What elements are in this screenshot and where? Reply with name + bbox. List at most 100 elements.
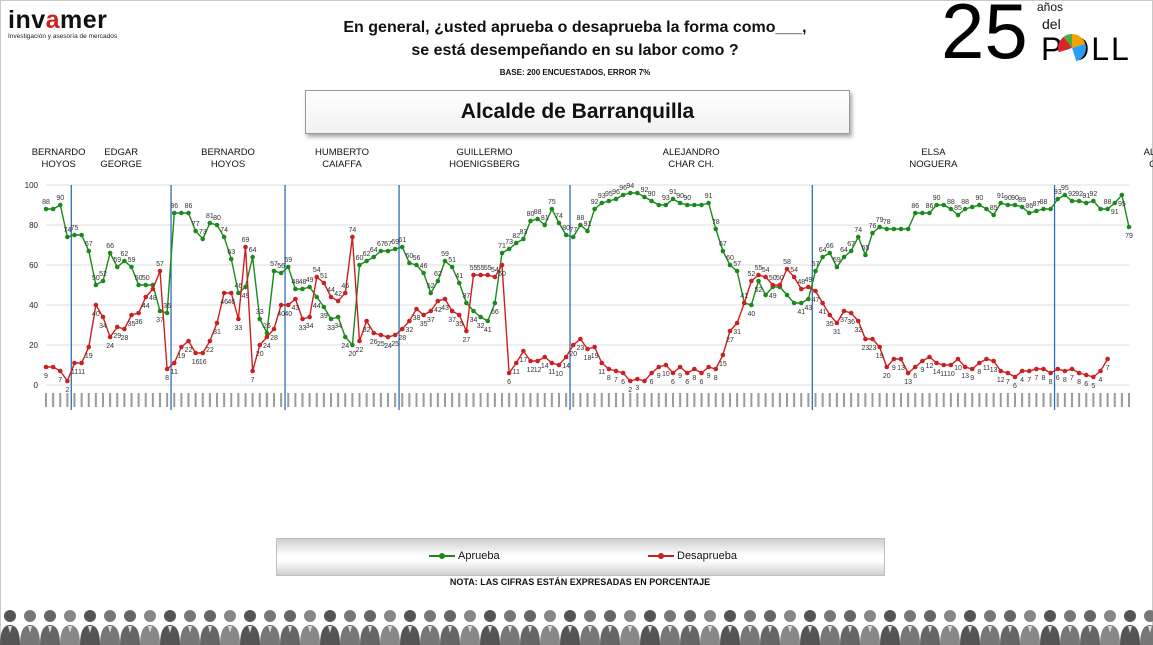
data-label: 69: [242, 237, 250, 244]
data-label: 88: [42, 199, 50, 206]
data-label: 55: [477, 265, 485, 272]
disapprove-point: [649, 370, 654, 376]
disapprove-point: [143, 294, 149, 300]
approve-point: [428, 290, 434, 296]
data-label: 42: [434, 307, 442, 314]
disapprove-point: [905, 370, 911, 376]
x-tick: [1042, 393, 1045, 407]
data-label: 86: [170, 203, 178, 210]
disapprove-point: [770, 282, 776, 288]
period-name: ELSA: [921, 147, 946, 158]
data-label: 40: [747, 311, 755, 318]
data-label: 11: [78, 369, 85, 376]
approve-point: [542, 222, 548, 228]
data-label: 12: [997, 377, 1005, 384]
x-tick: [273, 393, 275, 407]
x-tick: [173, 393, 176, 407]
x-tick: [850, 393, 853, 407]
data-label: 19: [876, 353, 884, 360]
approve-point: [385, 248, 391, 254]
x-tick: [821, 393, 824, 407]
data-label: 13: [897, 365, 905, 372]
x-tick: [258, 393, 261, 407]
approve-point: [193, 228, 198, 234]
approve-point: [756, 278, 761, 284]
x-tick: [444, 393, 446, 407]
approve-point: [43, 206, 49, 212]
person-icon: [1080, 610, 1100, 645]
x-tick: [294, 393, 297, 407]
data-label: 19: [177, 353, 185, 360]
x-tick: [522, 393, 525, 407]
data-label: 93: [1054, 189, 1062, 196]
data-label: 64: [840, 247, 848, 254]
data-label: 90: [683, 195, 691, 202]
disapprove-point: [164, 366, 170, 372]
approve-point: [243, 284, 248, 290]
approve-point: [200, 236, 206, 242]
disapprove-point: [428, 308, 434, 314]
disapprove-point: [1041, 366, 1046, 372]
data-label: 10: [555, 371, 563, 378]
x-tick: [130, 393, 133, 407]
data-label: 88: [576, 215, 584, 222]
disapprove-point: [371, 330, 377, 336]
data-label: 7: [614, 377, 618, 384]
x-tick: [358, 393, 361, 407]
x-tick: [479, 393, 482, 407]
data-label: 91: [705, 193, 713, 200]
disapprove-point: [542, 354, 548, 360]
disapprove-point: [464, 328, 469, 334]
disapprove-point: [713, 366, 719, 372]
x-tick: [1035, 393, 1038, 407]
disapprove-point: [934, 360, 939, 366]
data-label: 51: [320, 273, 328, 280]
approve-point: [677, 200, 683, 206]
x-tick: [337, 393, 340, 407]
person-icon: [880, 610, 900, 645]
disapprove-point: [93, 302, 99, 308]
disapprove-point: [278, 302, 284, 308]
data-label: 92: [1089, 191, 1097, 198]
disapprove-point: [549, 360, 555, 366]
data-label: 86: [926, 203, 934, 210]
data-label: 6: [621, 379, 625, 386]
x-tick: [94, 393, 97, 407]
data-label: 14: [541, 363, 549, 370]
x-tick: [315, 393, 318, 407]
data-label: 6: [913, 373, 917, 380]
x-tick: [180, 393, 183, 407]
x-tick: [287, 393, 290, 407]
x-tick: [529, 393, 532, 407]
approve-point: [456, 280, 462, 286]
approve-point: [884, 226, 890, 232]
disapprove-point: [677, 364, 683, 370]
data-label: 91: [669, 189, 677, 196]
disapprove-point: [357, 338, 362, 344]
disapprove-point: [321, 280, 327, 286]
x-tick: [572, 393, 575, 407]
approve-point: [806, 296, 811, 302]
data-label: 9: [657, 373, 661, 380]
data-label: 27: [462, 337, 470, 344]
data-label: 6: [1013, 383, 1017, 390]
data-label: 76: [869, 223, 877, 230]
approve-point: [863, 252, 868, 258]
approve-point: [635, 190, 640, 196]
disapprove-point: [613, 368, 619, 374]
approve-point: [72, 232, 77, 238]
data-label: 40: [92, 311, 100, 318]
data-label: 67: [719, 241, 727, 248]
person-icon: [680, 610, 700, 645]
disapprove-point: [513, 360, 519, 366]
data-label: 6: [700, 379, 704, 386]
disapprove-point: [435, 298, 441, 304]
x-tick: [878, 393, 881, 407]
data-label: 51: [448, 257, 456, 264]
data-label: 18: [584, 355, 592, 362]
person-icon: [700, 610, 720, 645]
disapprove-point: [506, 370, 512, 376]
disapprove-point: [827, 312, 833, 318]
data-label: 7: [1006, 379, 1010, 386]
data-label: 7: [1106, 365, 1110, 372]
